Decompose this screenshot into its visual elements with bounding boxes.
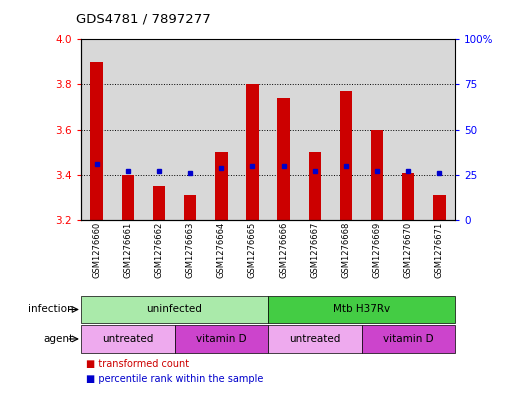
Text: untreated: untreated [102,334,153,344]
Text: untreated: untreated [289,334,340,344]
FancyBboxPatch shape [175,325,268,353]
Bar [215,152,228,220]
Bar [246,84,259,220]
Text: ■ percentile rank within the sample: ■ percentile rank within the sample [86,374,264,384]
Bar [299,39,331,220]
Bar [206,39,237,220]
Bar [237,39,268,220]
Text: vitamin D: vitamin D [383,334,434,344]
Bar [268,39,299,220]
FancyBboxPatch shape [81,325,175,353]
Text: GSM1276664: GSM1276664 [217,222,226,278]
Bar [393,39,424,220]
Text: agent: agent [43,334,73,344]
Bar [361,39,393,220]
Bar [424,39,455,220]
Bar [81,39,112,220]
Text: Mtb H37Rv: Mtb H37Rv [333,305,390,314]
Text: GSM1276671: GSM1276671 [435,222,444,278]
Text: GSM1276669: GSM1276669 [372,222,382,278]
FancyBboxPatch shape [268,296,455,323]
Text: GSM1276665: GSM1276665 [248,222,257,278]
Text: GSM1276663: GSM1276663 [186,222,195,278]
Bar [143,39,175,220]
Text: GSM1276662: GSM1276662 [154,222,164,278]
Text: GSM1276660: GSM1276660 [92,222,101,278]
Text: vitamin D: vitamin D [196,334,247,344]
Text: GDS4781 / 7897277: GDS4781 / 7897277 [76,13,211,26]
Bar [184,195,196,220]
Bar [153,186,165,220]
Bar [277,98,290,220]
Bar [371,130,383,220]
FancyBboxPatch shape [268,325,361,353]
Text: GSM1276670: GSM1276670 [404,222,413,278]
Bar [433,195,446,220]
Text: GSM1276667: GSM1276667 [310,222,319,278]
Bar [112,39,143,220]
Bar [402,173,415,220]
Text: uninfected: uninfected [146,305,202,314]
Bar [309,152,321,220]
Text: infection: infection [28,305,73,314]
Text: GSM1276668: GSM1276668 [342,222,350,278]
Text: GSM1276661: GSM1276661 [123,222,132,278]
Bar [331,39,361,220]
Bar [121,175,134,220]
FancyBboxPatch shape [81,296,268,323]
Bar [90,62,103,220]
Text: GSM1276666: GSM1276666 [279,222,288,278]
Text: ■ transformed count: ■ transformed count [86,359,189,369]
Bar [175,39,206,220]
Bar [340,91,352,220]
FancyBboxPatch shape [361,325,455,353]
